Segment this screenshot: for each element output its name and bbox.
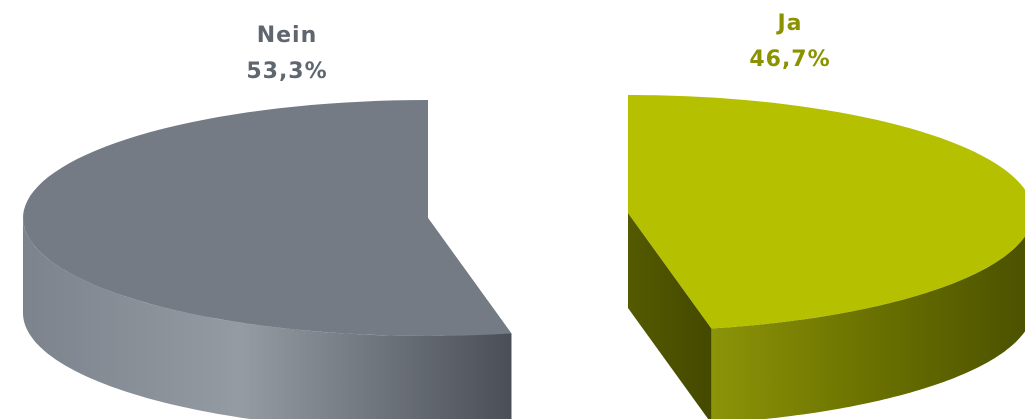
- pie-slice-ja-side: [711, 236, 1025, 419]
- slice-value-ja: 46,7%: [749, 47, 830, 72]
- slice-label-nein: Nein: [257, 23, 318, 48]
- slice-label-ja: Ja: [775, 11, 802, 36]
- pie-slice-ja-cut-face: [628, 213, 712, 419]
- pie-slice-nein: [23, 100, 512, 419]
- slice-value-nein: 53,3%: [246, 59, 327, 84]
- pie-slice-ja-top: [628, 95, 1025, 329]
- pie-slice-nein-top: [23, 100, 512, 336]
- pie-slice-nein-side: [23, 218, 512, 419]
- pie-slice-ja: [628, 95, 1025, 419]
